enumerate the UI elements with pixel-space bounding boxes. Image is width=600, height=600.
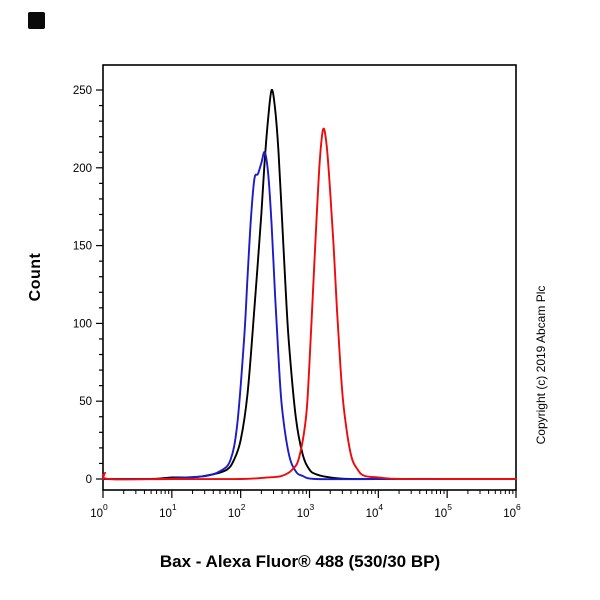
svg-text:104: 104 xyxy=(366,502,384,520)
svg-text:105: 105 xyxy=(434,502,452,520)
copyright-text: Copyright (c) 2019 Abcam Plc xyxy=(534,285,548,445)
svg-text:200: 200 xyxy=(73,163,92,175)
red-curve xyxy=(101,127,517,481)
black-curve xyxy=(102,88,517,481)
x-axis-title: Bax - Alexa Fluor® 488 (530/30 BP) xyxy=(159,552,441,571)
svg-text:0: 0 xyxy=(86,474,92,486)
svg-text:106: 106 xyxy=(503,502,521,520)
corner-artifact xyxy=(28,12,45,29)
svg-text:50: 50 xyxy=(79,396,92,408)
blue-curve xyxy=(102,151,517,481)
svg-text:102: 102 xyxy=(228,502,246,520)
svg-text:101: 101 xyxy=(159,502,177,520)
svg-text:250: 250 xyxy=(73,85,92,97)
svg-text:150: 150 xyxy=(73,241,92,253)
svg-text:100: 100 xyxy=(90,502,108,520)
svg-text:103: 103 xyxy=(297,502,315,520)
y-axis-label: Count xyxy=(27,252,44,302)
svg-text:100: 100 xyxy=(73,318,92,330)
